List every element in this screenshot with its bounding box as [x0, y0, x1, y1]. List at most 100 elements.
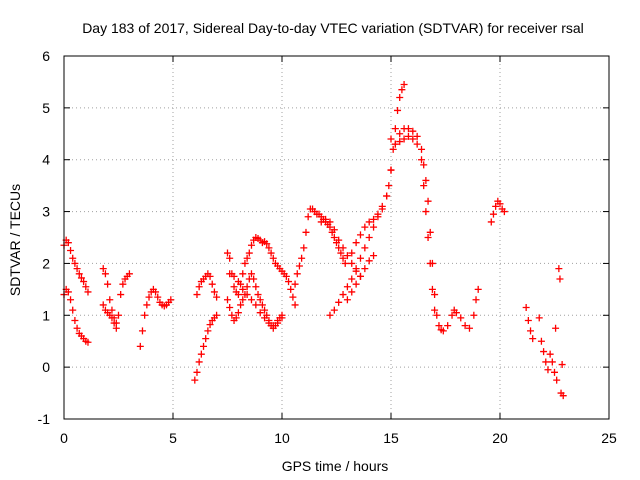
data-point [394, 106, 402, 114]
data-point [370, 223, 378, 231]
data-point [234, 291, 242, 299]
data-point [243, 254, 251, 262]
data-point [409, 135, 417, 143]
series-J [226, 270, 286, 330]
y-tick-label: 0 [42, 359, 50, 375]
data-point [559, 392, 567, 400]
data-point [64, 239, 72, 247]
data-point [99, 301, 107, 309]
data-point [356, 272, 364, 280]
data-point [282, 272, 290, 280]
data-point [472, 296, 480, 304]
data-point [265, 244, 273, 252]
data-point [258, 301, 266, 309]
data-point [234, 278, 242, 286]
data-point [71, 259, 79, 267]
data-point [489, 210, 497, 218]
data-point [439, 327, 447, 335]
data-point [431, 291, 439, 299]
data-point [365, 218, 373, 226]
data-point [361, 223, 369, 231]
data-point [330, 226, 338, 234]
data-point [108, 306, 116, 314]
y-tick-label: 1 [42, 307, 50, 323]
data-point [204, 327, 212, 335]
data-point [389, 145, 397, 153]
data-point [64, 288, 72, 296]
chart-title: Day 183 of 2017, Sidereal Day-to-day VTE… [82, 20, 584, 36]
data-point [230, 272, 238, 280]
data-point [492, 202, 500, 210]
data-point [404, 125, 412, 133]
data-point [213, 293, 221, 301]
data-point [261, 306, 269, 314]
data-point [269, 322, 277, 330]
data-point [256, 309, 264, 317]
data-point [247, 241, 255, 249]
data-point [420, 182, 428, 190]
y-tick-label: 3 [42, 204, 50, 220]
data-point [391, 140, 399, 148]
series-K [291, 205, 349, 288]
data-point [210, 288, 218, 296]
data-point [424, 197, 432, 205]
series-E [136, 285, 175, 350]
data-point [339, 244, 347, 252]
data-point [291, 280, 299, 288]
x-tick-label: 20 [492, 430, 508, 446]
data-point [365, 234, 373, 241]
data-point [524, 316, 532, 324]
x-tick-label: 25 [601, 430, 617, 446]
data-point [448, 311, 456, 319]
data-point [551, 368, 558, 376]
data-point [426, 228, 434, 236]
series-H [224, 234, 299, 309]
data-point [465, 324, 473, 332]
data-point [487, 218, 495, 226]
x-tick-label: 15 [383, 430, 399, 446]
data-point [433, 311, 441, 319]
data-point [300, 244, 308, 252]
data-point [527, 327, 535, 335]
data-point [544, 366, 552, 374]
data-point [167, 296, 175, 304]
data-point [106, 296, 114, 304]
data-point [420, 161, 428, 169]
series-R [522, 265, 567, 400]
data-point [356, 231, 364, 239]
data-point [348, 288, 356, 296]
data-point [84, 338, 92, 346]
data-point [243, 283, 251, 291]
data-point [529, 335, 537, 343]
data-point [77, 274, 85, 282]
series-F [191, 311, 221, 384]
data-point [254, 291, 262, 299]
data-point [461, 322, 469, 330]
data-point [343, 296, 351, 304]
x-tick-label: 5 [169, 430, 177, 446]
data-point [535, 314, 543, 322]
data-point [352, 239, 360, 247]
data-point [330, 306, 338, 314]
data-point [295, 262, 303, 270]
data-point [365, 257, 373, 265]
series-B [60, 285, 92, 346]
data-point [234, 309, 242, 317]
data-point [287, 285, 295, 293]
series-Q [487, 197, 508, 226]
data-point [84, 288, 92, 296]
data-point [293, 270, 301, 278]
data-point [237, 301, 245, 309]
y-tick-label: -1 [38, 411, 51, 427]
data-point [269, 254, 277, 262]
data-point [152, 288, 160, 296]
data-point [400, 135, 408, 143]
data-point [224, 249, 231, 257]
data-point [195, 283, 203, 291]
data-point [326, 311, 334, 319]
series-O [343, 252, 378, 304]
data-point [537, 337, 545, 345]
series-M [326, 81, 408, 319]
data-point [101, 270, 109, 278]
data-point [385, 182, 393, 190]
